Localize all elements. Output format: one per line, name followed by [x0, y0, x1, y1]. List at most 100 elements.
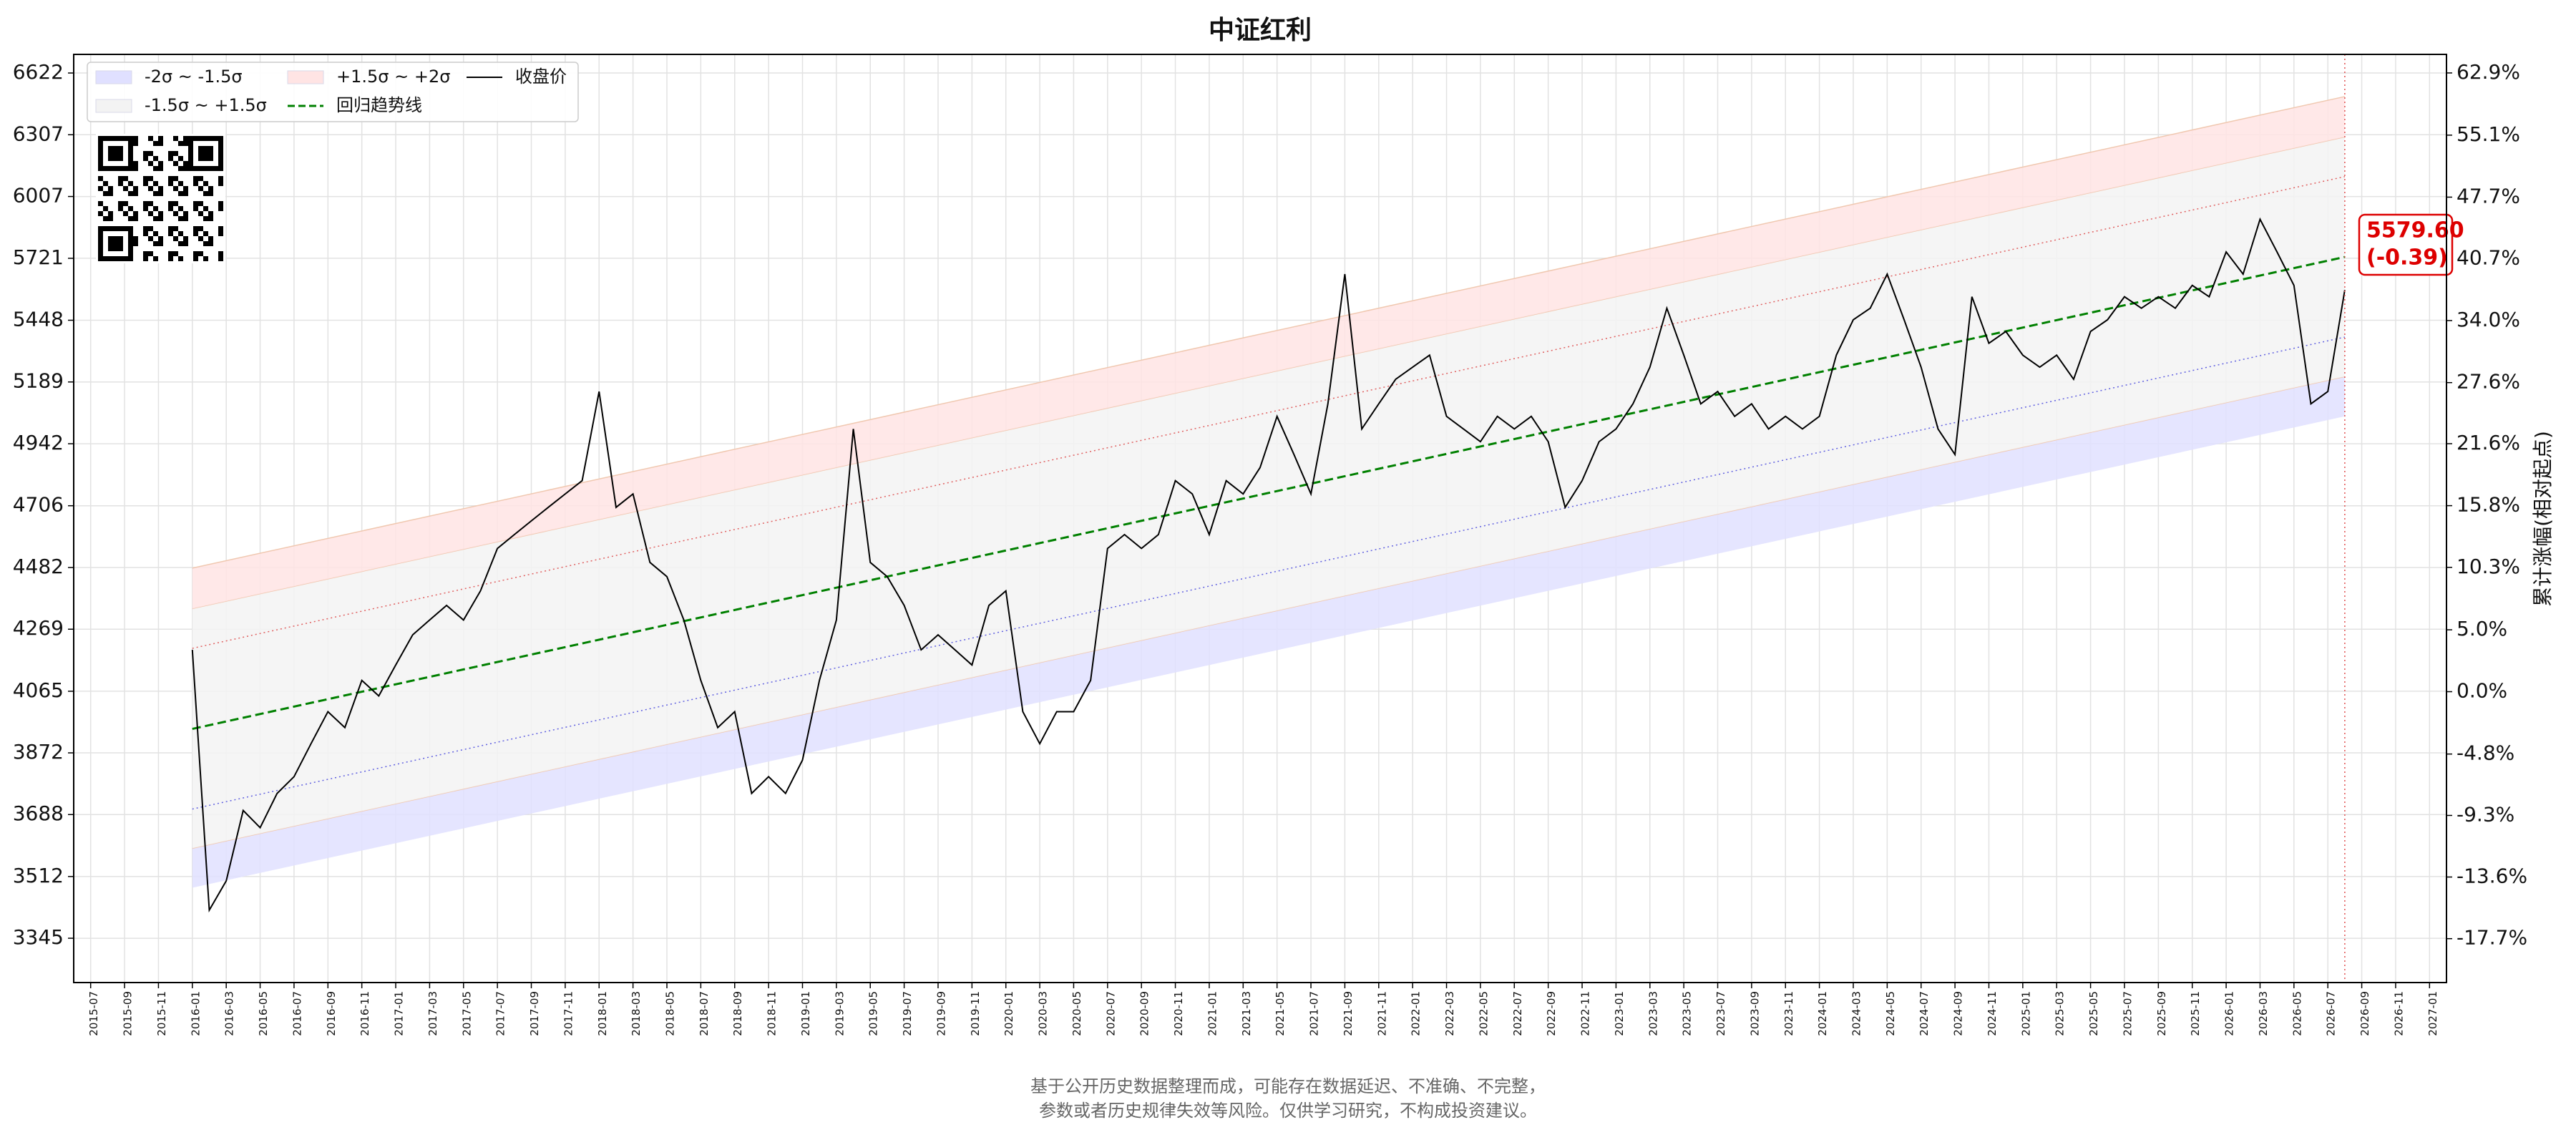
qr-cell	[123, 186, 128, 191]
qr-cell	[143, 231, 148, 236]
x-tick-label: 2020-09	[1138, 991, 1151, 1036]
qr-cell	[188, 151, 193, 156]
qr-cell	[98, 211, 103, 216]
footer: 参数或者历史规律失效等风险。仅供学习研究，不构成投资建议。	[1039, 1101, 1537, 1121]
qr-cell	[103, 191, 108, 196]
qr-cell	[108, 186, 113, 191]
qr-cell	[108, 211, 113, 216]
qr-cell	[118, 146, 123, 151]
x-tick-label: 2019-03	[833, 991, 846, 1036]
x-tick-label: 2024-07	[1918, 991, 1931, 1036]
qr-cell	[113, 166, 118, 171]
qr-cell	[203, 181, 208, 186]
qr-cell	[118, 176, 123, 181]
y2-tick-label: 0.0%	[2457, 679, 2507, 703]
qr-cell	[178, 141, 183, 146]
qr-cell	[143, 251, 148, 256]
qr-cell	[148, 151, 153, 156]
band-edge	[192, 96, 2346, 569]
y2-tick-label: 34.0%	[2457, 308, 2520, 331]
qr-cell	[178, 181, 183, 186]
qr-cell	[173, 151, 178, 156]
x-tick-label: 2018-05	[664, 991, 677, 1036]
x-tick-label: 2022-03	[1443, 991, 1456, 1036]
x-tick-label: 2024-05	[1884, 991, 1897, 1036]
qr-cell	[158, 211, 163, 216]
qr-cell	[203, 216, 208, 221]
qr-cell	[98, 166, 103, 171]
x-tick-label: 2023-07	[1714, 991, 1727, 1036]
qr-cell	[133, 241, 138, 246]
x-tick-label: 2021-03	[1240, 991, 1253, 1036]
y2-tick-label: -4.8%	[2457, 741, 2514, 765]
qr-cell	[188, 156, 193, 161]
legend-label: -1.5σ ~ +1.5σ	[145, 95, 267, 115]
x-tick-label: 2025-09	[2155, 991, 2168, 1036]
qr-cell	[173, 176, 178, 181]
qr-cell	[128, 226, 133, 231]
qr-cell	[148, 226, 153, 231]
qr-cell	[218, 181, 223, 186]
y-tick-label: 6007	[13, 184, 64, 208]
qr-cell	[203, 191, 208, 196]
qr-cell	[98, 251, 103, 256]
x-tick-label: 2023-05	[1681, 991, 1694, 1036]
y-tick-label: 5189	[13, 369, 64, 393]
qr-cell	[118, 236, 123, 241]
qr-cell	[218, 206, 223, 211]
qr-cell	[168, 181, 173, 186]
x-tick-label: 2021-01	[1206, 991, 1219, 1036]
qr-cell	[158, 166, 163, 171]
qr-cell	[158, 186, 163, 191]
x-tick-label: 2021-05	[1274, 991, 1287, 1036]
qr-cell	[153, 256, 158, 261]
qr-cell	[208, 236, 213, 241]
qr-cell	[178, 241, 183, 246]
x-tick-label: 2016-09	[325, 991, 338, 1036]
qr-cell	[123, 201, 128, 206]
qr-cell	[168, 176, 173, 181]
y2-tick-label: -9.3%	[2457, 802, 2514, 826]
qr-cell	[148, 201, 153, 206]
qr-cell	[128, 236, 133, 241]
qr-cell	[168, 201, 173, 206]
legend-box	[87, 62, 579, 122]
qr-cell	[98, 226, 103, 231]
qr-cell	[113, 146, 118, 151]
qr-cell	[98, 241, 103, 246]
qr-cell	[158, 241, 163, 246]
y2-tick-label: 47.7%	[2457, 184, 2520, 208]
y-tick-label: 4482	[13, 555, 64, 578]
qr-cell	[123, 211, 128, 216]
qr-cell	[208, 211, 213, 216]
qr-cell	[148, 251, 153, 256]
qr-cell	[103, 206, 108, 211]
qr-cell	[208, 146, 213, 151]
y2-tick-label: 62.9%	[2457, 60, 2520, 84]
x-tick-label: 2018-03	[630, 991, 643, 1036]
band	[192, 376, 2345, 888]
qr-cell	[103, 136, 108, 141]
x-tick-label: 2018-01	[596, 991, 609, 1036]
qr-cell	[118, 201, 123, 206]
qr-cell	[128, 161, 133, 166]
x-tick-label: 2017-05	[460, 991, 473, 1036]
qr-cell	[123, 166, 128, 171]
qr-cell	[183, 136, 188, 141]
qr-cell	[168, 226, 173, 231]
qr-cell	[108, 191, 113, 196]
x-tick-label: 2026-01	[2223, 991, 2236, 1036]
y2-tick-label: 10.3%	[2457, 555, 2520, 578]
qr-cell	[158, 161, 163, 166]
qr-cell	[108, 166, 113, 171]
qr-cell	[188, 166, 193, 171]
y2-tick-label: 21.6%	[2457, 431, 2520, 454]
qr-cell	[113, 236, 118, 241]
qr-cell	[198, 136, 203, 141]
qr-cell	[153, 141, 158, 146]
qr-cell	[113, 151, 118, 156]
qr-cell	[153, 191, 158, 196]
qr-cell	[153, 181, 158, 186]
qr-cell	[158, 136, 163, 141]
qr-cell	[198, 146, 203, 151]
